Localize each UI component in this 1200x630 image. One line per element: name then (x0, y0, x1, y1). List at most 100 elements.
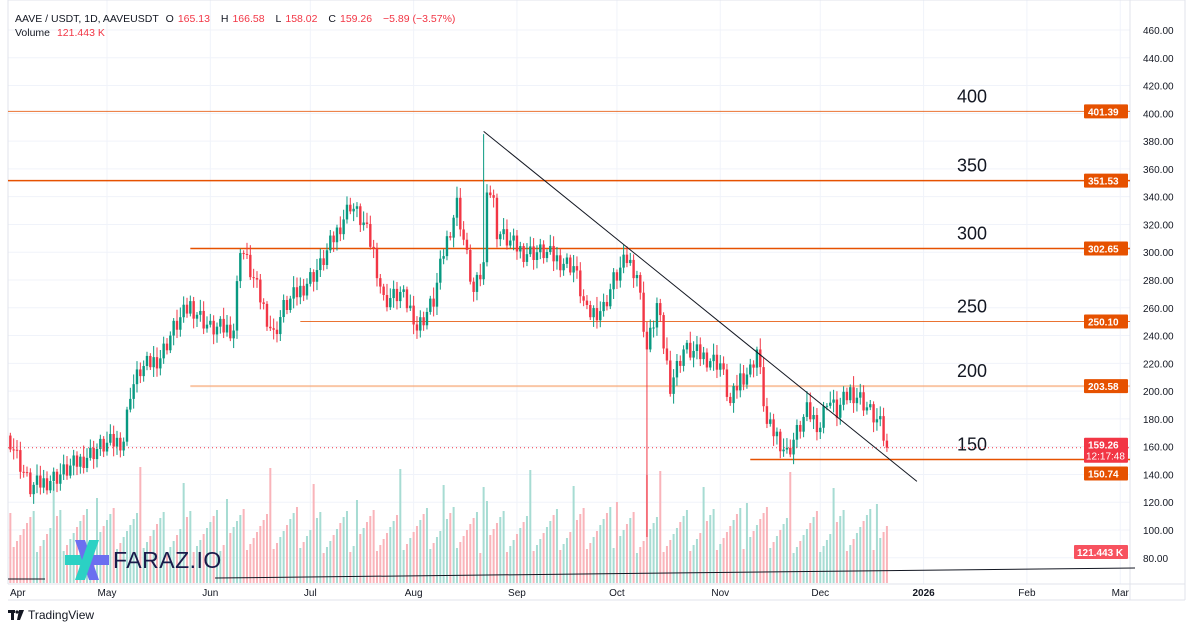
volume-bar (765, 507, 768, 583)
candle-body (862, 392, 865, 411)
time-tick-label: Aug (405, 588, 423, 599)
candle-body (662, 315, 665, 349)
volume-bar (695, 539, 698, 583)
last-price-tag (1084, 437, 1128, 463)
candle-body (709, 361, 712, 368)
low-value: 158.02 (285, 13, 318, 25)
candles (9, 134, 889, 537)
candle-body (545, 252, 549, 259)
volume-bar (12, 547, 15, 583)
volume-bar (262, 520, 265, 583)
level-price-tag-label: 302.65 (1088, 245, 1119, 256)
candle-body (789, 447, 792, 455)
candle-body (529, 246, 532, 255)
volume-bar (282, 531, 285, 583)
level-price-tag (1084, 104, 1128, 119)
close-value: 159.26 (340, 13, 373, 25)
candle-body (642, 292, 645, 332)
price-tick-label: 180.00 (1143, 415, 1174, 426)
candle-body (755, 349, 759, 368)
volume-bar (719, 544, 722, 583)
candle-body (339, 227, 342, 235)
faraz-watermark: FARAZ.IO (65, 540, 222, 580)
candle-body (765, 406, 769, 424)
high-value: 166.58 (232, 13, 265, 25)
horizontal-levels[interactable]: 400 350 300 250 200 150 (8, 86, 1130, 461)
candle-body (522, 246, 525, 262)
volume-bar (452, 507, 455, 583)
volume-bar (522, 522, 525, 583)
candle-body (219, 318, 222, 327)
volume-bar (635, 553, 638, 583)
volume-bar (259, 526, 262, 583)
volume-bar (125, 531, 128, 583)
volume-bar (445, 519, 448, 583)
candle-body (525, 254, 529, 262)
candle-body (175, 320, 179, 330)
volume-bar (512, 540, 515, 583)
candle-body (492, 195, 495, 198)
candle-body (35, 475, 39, 485)
tradingview-brand: TradingView (28, 608, 95, 622)
price-axis[interactable]: 460.00 440.00 420.00 400.00 380.00 360.00 340.… (1143, 26, 1174, 565)
candle-body (519, 246, 522, 252)
volume-bar (442, 485, 445, 583)
volume-bar (222, 545, 225, 583)
volume-value: 121.443 K (56, 27, 105, 39)
volume-bar (825, 540, 828, 583)
low-label: L (275, 13, 282, 25)
volume-bar (192, 552, 195, 583)
candle-body (49, 481, 52, 491)
volume-bar (449, 513, 452, 583)
volume-tag (1074, 545, 1128, 559)
candle-body (869, 404, 872, 408)
candle-body (85, 457, 89, 468)
candle-body (555, 255, 559, 262)
volume-bar (662, 552, 665, 583)
volume-bar (509, 546, 512, 583)
candle-body (315, 270, 319, 282)
candle-body (255, 278, 259, 280)
candle-body (452, 217, 455, 238)
volume-bar (392, 521, 395, 583)
time-axis[interactable]: Apr May Jun Jul Aug Sep Oct Nov Dec 2026 Feb Mar (10, 588, 1130, 599)
candle-body (582, 296, 585, 301)
candle-body (585, 300, 589, 305)
volume-bar (19, 535, 22, 583)
candle-body (259, 279, 262, 303)
candle-body (562, 263, 565, 271)
volume-bar (762, 513, 765, 583)
candle-body (509, 240, 512, 246)
volume-bar (752, 531, 755, 583)
volume-bar (219, 551, 222, 583)
tradingview-footer[interactable]: TradingView (8, 608, 94, 622)
volume-bar (49, 528, 52, 583)
volume-bar (302, 542, 305, 583)
price-tick-label: 440.00 (1143, 54, 1174, 65)
candle-body (185, 304, 189, 314)
high-label: H (220, 13, 229, 25)
candle-body (489, 192, 492, 196)
candle-body (499, 234, 502, 240)
volume-bar (859, 527, 862, 583)
volume-bar (56, 516, 59, 583)
volume-bar (869, 509, 872, 583)
volume-bar (145, 542, 148, 583)
volume-bar (602, 519, 605, 583)
level-price-tag-label: 351.53 (1088, 177, 1119, 188)
candle-body (542, 244, 545, 259)
volume-bar (732, 520, 735, 583)
volume-bar (46, 534, 49, 583)
volume-bar (272, 549, 275, 583)
volume-bar (342, 517, 345, 583)
candle-body (365, 222, 369, 224)
volume-bar (535, 545, 538, 583)
volume-bar (62, 551, 65, 583)
volume-bar (245, 550, 248, 583)
drawings[interactable] (8, 130, 1136, 580)
volume-bar (705, 521, 708, 583)
volume-bar (742, 549, 745, 583)
volume-bar (685, 510, 688, 583)
volume-bar (619, 536, 622, 583)
